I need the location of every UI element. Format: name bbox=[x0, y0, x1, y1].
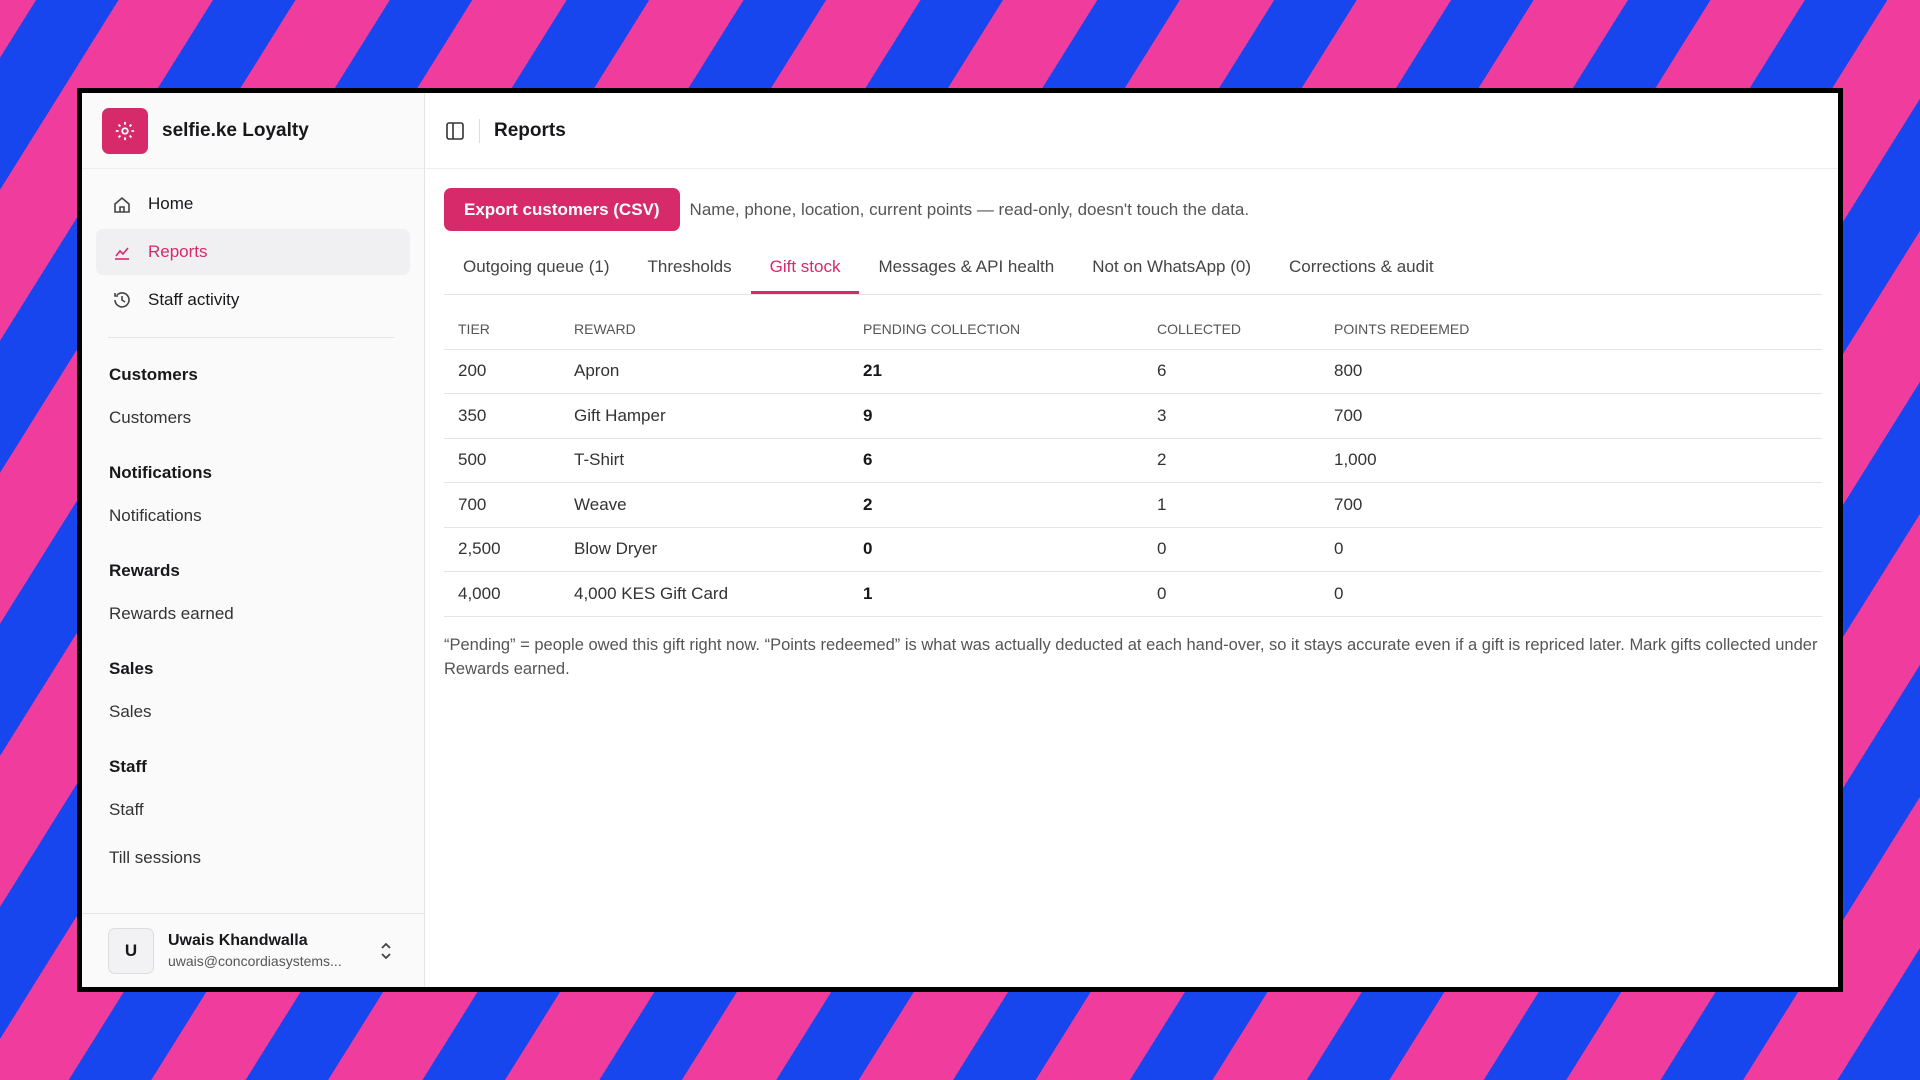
table-cell: Apron bbox=[560, 349, 849, 394]
table-cell: 0 bbox=[1143, 527, 1320, 572]
table-cell: 500 bbox=[444, 438, 560, 483]
nav-item[interactable]: Till sessions bbox=[109, 848, 201, 867]
gift-table: TIER REWARD PENDING COLLECTION COLLECTED POI… bbox=[444, 309, 1822, 617]
footnote: “Pending” = people owed this gift right … bbox=[444, 635, 1818, 678]
nav-label: Staff activity bbox=[148, 290, 240, 309]
table-cell: 1 bbox=[1143, 482, 1320, 528]
table-cell: 700 bbox=[444, 482, 560, 528]
export-button[interactable]: Export customers (CSV) bbox=[444, 188, 680, 231]
header: Reports bbox=[425, 93, 1838, 169]
nav-item[interactable]: Sales bbox=[109, 702, 152, 721]
table-cell: 6 bbox=[1143, 349, 1320, 394]
table-row: 500 T-Shirt 6 2 1,000 bbox=[444, 438, 1822, 483]
nav-item[interactable]: Customers bbox=[109, 408, 192, 427]
column-header: COLLECTED bbox=[1143, 309, 1320, 350]
nav-group: Sales Sales bbox=[109, 650, 424, 736]
column-header: PENDING COLLECTION bbox=[849, 309, 1143, 350]
table-row: 4,000 4,000 KES Gift Card 1 0 0 bbox=[444, 571, 1822, 617]
brand: selfie.ke Loyalty bbox=[82, 93, 424, 169]
table-cell: T-Shirt bbox=[560, 438, 849, 483]
nav-icon bbox=[115, 247, 129, 260]
group-title: Sales bbox=[109, 659, 154, 678]
nav-group: Notifications Notifications bbox=[109, 454, 424, 540]
nav-icon bbox=[114, 292, 130, 308]
nav-groups: Customers Customers Notifications Notificat… bbox=[82, 356, 424, 882]
nav-item[interactable]: Reports bbox=[96, 229, 410, 275]
nav-item[interactable]: Staff bbox=[109, 800, 144, 819]
table-cell: 350 bbox=[444, 393, 560, 439]
column-header: TIER bbox=[444, 309, 560, 350]
sidebar: selfie.ke Loyalty Home Reports Staff activ… bbox=[82, 93, 425, 987]
nav-group: Customers Customers bbox=[109, 356, 424, 442]
table-row: 200 Apron 21 6 800 bbox=[444, 349, 1822, 394]
table-cell: Weave bbox=[560, 482, 849, 528]
user-email: uwais@concordiasystems... bbox=[168, 953, 342, 969]
table-cell: 700 bbox=[1320, 393, 1822, 439]
nav-item[interactable]: Rewards earned bbox=[109, 604, 234, 623]
table-cell: 700 bbox=[1320, 482, 1822, 528]
table-row: 2,500 Blow Dryer 0 0 0 bbox=[444, 527, 1822, 572]
table-cell: Gift Hamper bbox=[560, 393, 849, 439]
brand-name: selfie.ke Loyalty bbox=[162, 119, 309, 141]
table-cell: 800 bbox=[1320, 349, 1822, 394]
table-row: 700 Weave 2 1 700 bbox=[444, 482, 1822, 528]
sidebar-toggle[interactable] bbox=[445, 121, 465, 141]
table-cell: 21 bbox=[849, 349, 1143, 394]
table-cell: 0 bbox=[1143, 571, 1320, 617]
tab[interactable]: Corrections & audit bbox=[1289, 257, 1434, 276]
table-cell: 0 bbox=[1320, 527, 1822, 572]
avatar: U bbox=[108, 927, 154, 974]
table-cell: 4,000 bbox=[444, 571, 560, 617]
app-window: selfie.ke Loyalty Home Reports Staff activ… bbox=[77, 88, 1843, 992]
divider bbox=[108, 337, 394, 338]
table-cell: 9 bbox=[849, 393, 1143, 439]
column-header: POINTS REDEEMED bbox=[1320, 309, 1822, 350]
nav-item[interactable]: Staff activity bbox=[96, 277, 410, 323]
group-title: Staff bbox=[109, 757, 147, 776]
table-cell: Blow Dryer bbox=[560, 527, 849, 572]
nav-label: Reports bbox=[148, 242, 208, 261]
nav: Home Reports Staff activity bbox=[82, 169, 424, 323]
tab[interactable]: Gift stock bbox=[750, 243, 860, 294]
tab[interactable]: Thresholds bbox=[647, 257, 732, 276]
table-cell: 200 bbox=[444, 349, 560, 394]
table-cell: 2,500 bbox=[444, 527, 560, 572]
tab[interactable]: Outgoing queue (1) bbox=[463, 257, 610, 276]
group-title: Rewards bbox=[109, 561, 180, 580]
group-title: Notifications bbox=[109, 463, 212, 482]
tabs: Outgoing queue (1) Thresholds Gift stock Me… bbox=[444, 243, 1822, 295]
nav-item[interactable]: Notifications bbox=[109, 506, 202, 525]
nav-label: Home bbox=[148, 194, 194, 213]
user-name: Uwais Khandwalla bbox=[168, 932, 308, 949]
logo bbox=[102, 107, 148, 154]
nav-group: Rewards Rewards earned bbox=[109, 552, 424, 638]
chevrons bbox=[381, 942, 391, 959]
table-cell: 2 bbox=[849, 482, 1143, 528]
table-cell: 1 bbox=[849, 571, 1143, 617]
nav-item[interactable]: Home bbox=[96, 181, 410, 227]
table-row: 350 Gift Hamper 9 3 700 bbox=[444, 393, 1822, 439]
tab[interactable]: Not on WhatsApp (0) bbox=[1092, 257, 1251, 276]
table-cell: 4,000 KES Gift Card bbox=[560, 571, 849, 617]
table-cell: 0 bbox=[1320, 571, 1822, 617]
nav-icon bbox=[114, 196, 130, 213]
table-cell: 0 bbox=[849, 527, 1143, 572]
user-menu[interactable]: U Uwais Khandwalla uwais@concordiasystems… bbox=[82, 913, 424, 987]
export-note: Name, phone, location, current points — … bbox=[689, 199, 1250, 219]
table-cell: 1,000 bbox=[1320, 438, 1822, 483]
page-title: Reports bbox=[494, 119, 566, 141]
table-cell: 6 bbox=[849, 438, 1143, 483]
nav-group: Staff Staff Till sessions bbox=[109, 748, 424, 882]
main: Reports Export customers (CSV) Name, pho… bbox=[425, 93, 1838, 987]
table-cell: 3 bbox=[1143, 393, 1320, 439]
table-cell: 2 bbox=[1143, 438, 1320, 483]
tab[interactable]: Messages & API health bbox=[878, 257, 1055, 276]
column-header: REWARD bbox=[560, 309, 849, 350]
group-title: Customers bbox=[109, 365, 198, 384]
